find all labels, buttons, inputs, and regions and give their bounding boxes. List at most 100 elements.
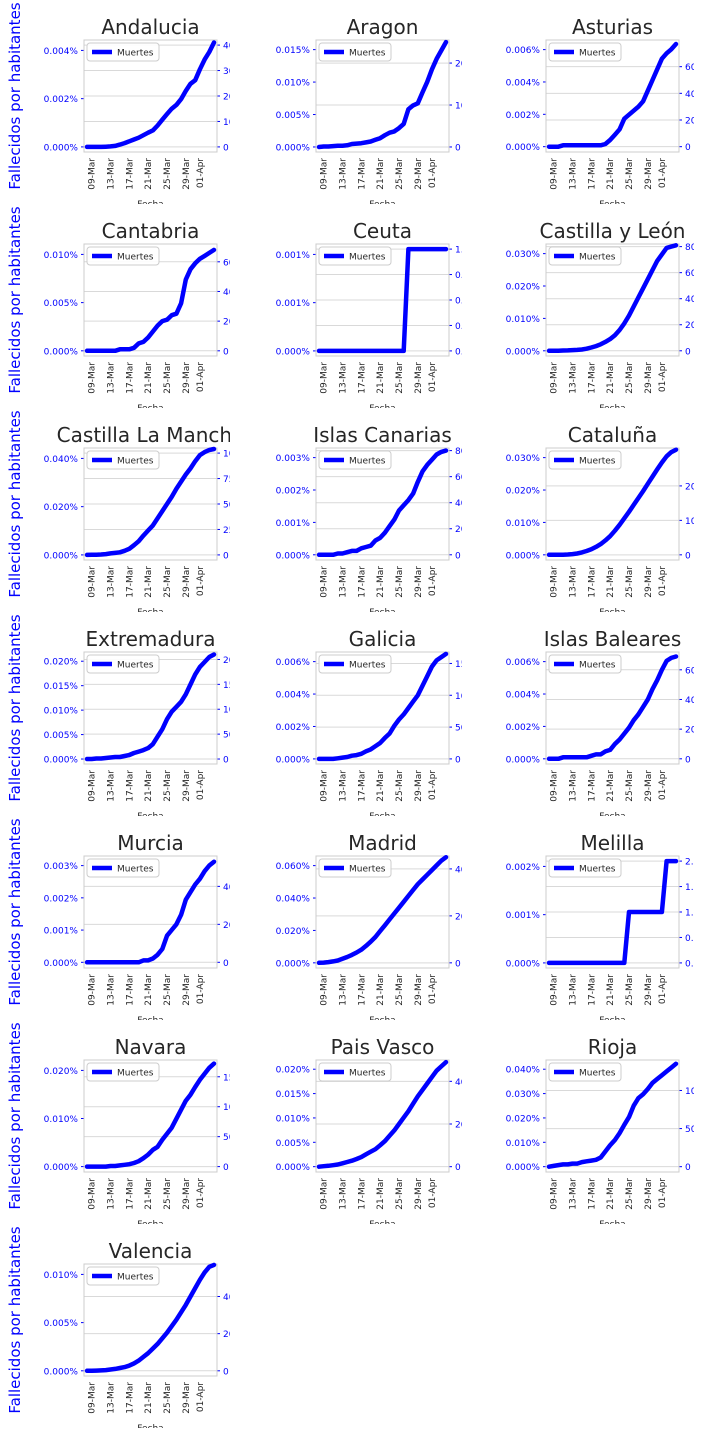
left-tick-label: 0.020% xyxy=(44,503,79,513)
left-tick-label: 0.002% xyxy=(506,723,541,733)
right-tick-label: 0 xyxy=(223,551,229,561)
x-tick-label: 25-Mar xyxy=(625,362,635,394)
left-tick-label: 0.020% xyxy=(506,487,541,497)
left-tick-label: 0.000% xyxy=(44,1367,79,1377)
right-tick-label: 1.00 xyxy=(455,246,462,256)
right-tick-label: 20 xyxy=(455,525,462,535)
right-tick-label: 40 xyxy=(223,883,230,893)
plot-frame xyxy=(545,651,680,765)
left-tick-label: 0.015% xyxy=(276,1090,311,1100)
chart-panel: Madrid 0 2000 4000 0.000% 0.020% 0.040% 0.060% 0… xyxy=(230,816,479,1026)
legend: Muertes xyxy=(86,1266,160,1286)
legend-label: Muertes xyxy=(349,457,386,467)
left-tick-label: 0.060% xyxy=(276,862,311,872)
series-line-muertes xyxy=(84,859,217,965)
left-tick-label: 0.020% xyxy=(506,1114,541,1124)
x-tick-label: 25-Mar xyxy=(395,566,405,598)
legend-box xyxy=(318,246,392,266)
left-tick-label: 0.040% xyxy=(44,455,79,465)
x-tick-label: 01-Apr xyxy=(658,770,668,800)
legend-label: Muertes xyxy=(117,49,154,59)
plot-frame xyxy=(83,243,218,357)
right-tick-label: 200 xyxy=(223,93,230,103)
x-tick-label: 29-Mar xyxy=(182,362,192,394)
x-tick-label: 29-Mar xyxy=(644,974,654,1006)
legend: Muertes xyxy=(86,42,160,62)
left-tick-label: 0.002% xyxy=(276,723,311,733)
x-tick-label: 17-Mar xyxy=(125,1382,135,1414)
left-tick-label: 0.000% xyxy=(506,959,541,969)
x-tick-label: 13-Mar xyxy=(107,974,117,1006)
x-tick-label: 21-Mar xyxy=(606,770,616,802)
left-tick-label: 0.040% xyxy=(506,1066,541,1076)
x-tick-label: 09-Mar xyxy=(88,362,98,394)
right-tick-label: 0 xyxy=(685,755,691,765)
chart-svg: Extremadura 0 50 100 150 200 0.000% 0.005% 0.010… xyxy=(44,627,241,822)
series-line-muertes xyxy=(84,1262,217,1374)
x-tick-label: 21-Mar xyxy=(376,974,386,1006)
x-tick-label: 09-Mar xyxy=(550,566,560,598)
legend-label: Muertes xyxy=(579,253,616,263)
series-line-muertes xyxy=(316,39,449,150)
series-line-muertes xyxy=(546,447,679,558)
series-line-muertes xyxy=(84,247,217,354)
legend-label: Muertes xyxy=(349,865,386,875)
series-line-muertes xyxy=(316,651,449,762)
x-tick-label: 25-Mar xyxy=(395,770,405,802)
right-tick-label: 1.5 xyxy=(685,883,694,893)
x-tick-label: 01-Apr xyxy=(196,158,206,188)
left-tick-label: 0.001% xyxy=(506,911,541,921)
x-tick-label: 17-Mar xyxy=(357,362,367,394)
left-tick-label: 0.006% xyxy=(276,658,311,668)
x-tick-label: 17-Mar xyxy=(357,770,367,802)
x-tick-label: 01-Apr xyxy=(428,158,438,188)
x-tick-label: 09-Mar xyxy=(88,1382,98,1414)
x-tick-label: 21-Mar xyxy=(376,566,386,598)
chart-panel: Extremadura 0 50 100 150 200 0.000% 0.005% 0.010… xyxy=(0,612,241,822)
right-tick-label: 0 xyxy=(223,143,229,153)
left-tick-label: 0.000% xyxy=(276,1163,311,1173)
chart-panel: Navara 0 50 100 150 0.000% 0.010% 0.020% 09-Mar 1… xyxy=(0,1020,241,1230)
x-tick-label: 13-Mar xyxy=(107,158,117,190)
legend: Muertes xyxy=(86,858,160,878)
legend-label: Muertes xyxy=(579,1069,616,1079)
left-tick-label: 0.000% xyxy=(276,551,311,561)
legend: Muertes xyxy=(86,450,160,470)
x-tick-label: 13-Mar xyxy=(339,158,349,190)
legend-box xyxy=(86,1266,160,1286)
x-tick-label: 13-Mar xyxy=(569,362,579,394)
left-tick-label: 0.020% xyxy=(506,283,541,293)
chart-panel: Melilla 0.0 0.5 1.0 1.5 2.0 0.000% 0.001% 0.002%… xyxy=(462,816,700,1026)
plot-frame xyxy=(545,447,680,561)
left-tick-label: 0.000% xyxy=(276,959,311,969)
left-tick-label: 0.000% xyxy=(44,959,79,969)
x-tick-label: 01-Apr xyxy=(658,974,668,1004)
x-tick-label: 13-Mar xyxy=(107,1382,117,1414)
legend-box xyxy=(548,450,622,470)
chart-panel: Aragon 0 100 200 0.000% 0.005% 0.010% 0.015% 09-… xyxy=(230,0,473,210)
x-tick-label: 13-Mar xyxy=(339,362,349,394)
left-tick-label: 0.030% xyxy=(506,1090,541,1100)
left-tick-label: 0.003% xyxy=(44,862,79,872)
left-tick-label: 0.001% xyxy=(276,299,311,309)
series-line-muertes xyxy=(84,446,217,558)
x-tick-label: 29-Mar xyxy=(182,974,192,1006)
plot-frame xyxy=(545,243,680,357)
x-tick-label: 25-Mar xyxy=(163,1382,173,1414)
x-tick-label: 17-Mar xyxy=(357,974,367,1006)
right-tick-label: 2000 xyxy=(455,912,462,922)
legend-label: Muertes xyxy=(579,661,616,671)
right-tick-label: 200 xyxy=(223,1330,230,1340)
x-tick-label: 09-Mar xyxy=(88,566,98,598)
right-tick-label: 60 xyxy=(685,63,694,73)
chart-panel: Galicia 0 50 100 150 0.000% 0.002% 0.004% 0.006%… xyxy=(230,612,473,822)
chart-panel: Castilla La Mancha 0 250 500 750 1000 0.000% 0.… xyxy=(0,408,247,618)
left-tick-label: 0.004% xyxy=(276,691,311,701)
chart-title: Asturias xyxy=(572,15,653,39)
x-tick-label: 17-Mar xyxy=(125,974,135,1006)
x-tick-label: 09-Mar xyxy=(550,974,560,1006)
right-tick-label: 400 xyxy=(455,1078,462,1088)
x-tick-label: 17-Mar xyxy=(125,362,135,394)
left-tick-label: 0.002% xyxy=(44,894,79,904)
x-tick-label: 21-Mar xyxy=(144,1178,154,1210)
